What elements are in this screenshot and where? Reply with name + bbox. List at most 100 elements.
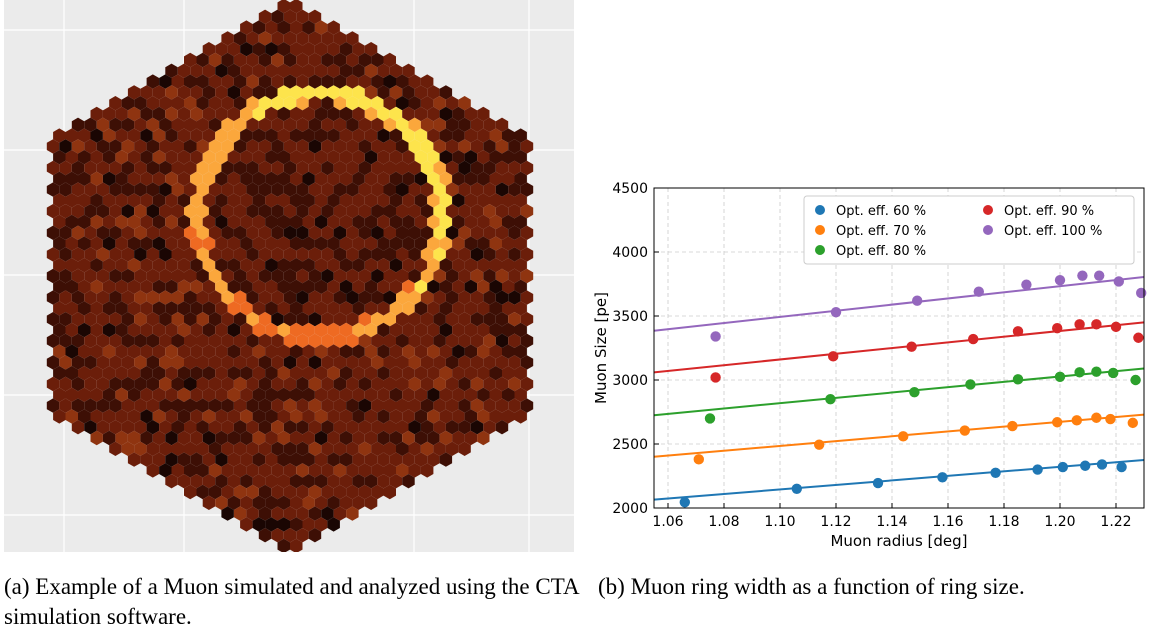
camera-pixel [377, 214, 390, 230]
camera-pixel [271, 355, 284, 370]
camera-pixel [109, 268, 122, 284]
camera-pixel [439, 279, 453, 294]
camera-pixel [252, 387, 266, 402]
camera-pixel [277, 301, 290, 316]
camera-pixel [302, 517, 315, 532]
camera-pixel [414, 366, 428, 381]
camera-pixel [514, 236, 527, 251]
camera-pixel [208, 204, 222, 219]
camera-pixel [314, 258, 328, 273]
camera-pixel [208, 182, 222, 197]
camera-pixel [277, 20, 290, 35]
camera-pixel [271, 31, 284, 46]
camera-pixel [402, 214, 415, 230]
y-tick-label: 2500 [612, 437, 648, 453]
camera-pixel [271, 528, 284, 543]
camera-pixel [302, 193, 315, 208]
camera-pixel [283, 182, 297, 197]
camera-pixel [283, 204, 297, 219]
camera-pixel [290, 301, 303, 316]
camera-pixel [520, 160, 534, 176]
camera-pixel [339, 409, 353, 424]
camera-pixel [302, 20, 315, 35]
camera-pixel [102, 258, 116, 273]
camera-pixel [215, 344, 228, 359]
camera-pixel [271, 160, 284, 176]
camera-pixel [283, 268, 297, 284]
camera-pixel [470, 204, 484, 219]
camera-pixel [389, 279, 403, 294]
camera-pixel [233, 420, 247, 435]
camera-pixel [78, 344, 91, 359]
camera-pixel [102, 214, 116, 230]
camera-pixel [277, 193, 290, 208]
camera-pixel [514, 258, 527, 273]
camera-pixel [96, 333, 110, 348]
camera-pixel [240, 344, 253, 359]
camera-pixel [333, 52, 347, 68]
camera-pixel [84, 182, 97, 197]
camera-pixel [358, 182, 372, 197]
camera-pixel [314, 430, 328, 446]
camera-pixel [489, 193, 502, 208]
camera-pixel [439, 128, 453, 143]
fit-line [653, 275, 1145, 332]
camera-pixel [215, 409, 228, 424]
camera-pixel [146, 117, 160, 132]
camera-pixel [165, 322, 178, 338]
camera-pixel [190, 150, 203, 165]
camera-pixel [202, 366, 216, 381]
camera-pixel [321, 463, 334, 478]
camera-pixel [371, 117, 384, 132]
camera-pixel [520, 312, 534, 327]
camera-pixel [215, 301, 228, 316]
camera-pixel [290, 344, 303, 359]
camera-pixel [84, 247, 97, 262]
camera-pixel [452, 301, 465, 316]
camera-pixel [290, 279, 303, 294]
camera-pixel [358, 290, 372, 305]
data-point [1057, 461, 1068, 473]
camera-pixel [327, 452, 340, 467]
camera-pixel [445, 225, 459, 240]
camera-pixel [414, 430, 428, 446]
camera-pixel [433, 398, 446, 413]
camera-pixel [483, 247, 496, 262]
camera-pixel [140, 409, 153, 424]
camera-pixel [314, 279, 328, 294]
camera-pixel [121, 204, 135, 219]
camera-pixel [177, 279, 191, 294]
camera-pixel [371, 484, 384, 500]
camera-pixel [408, 225, 421, 240]
camera-pixel [327, 63, 340, 78]
camera-pixel [339, 258, 353, 273]
camera-pixel [109, 117, 122, 132]
camera-pixel [202, 63, 216, 78]
camera-pixel [371, 96, 384, 111]
camera-pixel [520, 355, 534, 370]
camera-pixel [258, 247, 272, 262]
data-point [1074, 367, 1085, 378]
camera-pixel [364, 409, 378, 424]
camera-pixel [396, 182, 409, 197]
camera-pixel [470, 247, 484, 262]
camera-pixel [458, 441, 471, 456]
camera-pixel [346, 441, 359, 456]
data-point [1091, 412, 1102, 423]
camera-pixel [96, 204, 110, 219]
camera-pixel [508, 333, 521, 348]
camera-pixel [134, 247, 147, 262]
camera-pixel [271, 74, 284, 89]
camera-pixel [283, 484, 297, 500]
camera-pixel [352, 42, 365, 57]
camera-pixel [346, 52, 359, 68]
camera-pixel [414, 193, 428, 208]
camera-pixel [371, 182, 384, 197]
camera-pixel [433, 312, 446, 327]
camera-hexagon-svg [4, 0, 574, 554]
camera-pixel [258, 398, 272, 413]
camera-pixel [402, 430, 415, 446]
camera-pixel [339, 301, 353, 316]
camera-pixel [171, 376, 184, 392]
camera-pixel [420, 225, 434, 240]
